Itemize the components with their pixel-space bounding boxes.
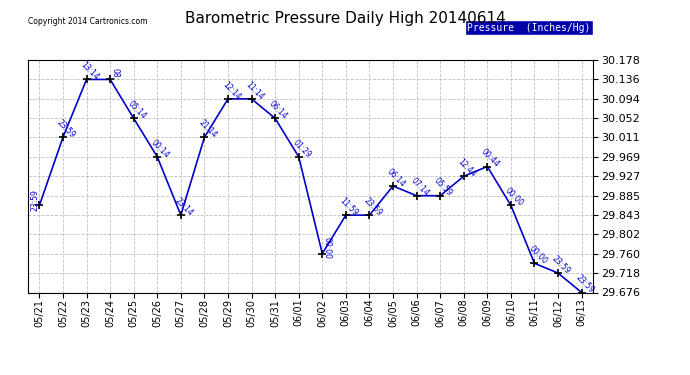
Text: 11:59: 11:59 [338, 196, 360, 218]
Text: 07:14: 07:14 [409, 177, 431, 198]
Text: 05:59: 05:59 [433, 177, 454, 198]
Text: 12:14: 12:14 [220, 80, 242, 101]
Text: 11:14: 11:14 [244, 80, 266, 101]
Text: 12:44: 12:44 [456, 157, 477, 179]
Text: 00:00: 00:00 [526, 244, 549, 266]
Text: 00:44: 00:44 [480, 147, 502, 169]
Text: Barometric Pressure Daily High 20140614: Barometric Pressure Daily High 20140614 [185, 11, 505, 26]
Text: 05:14: 05:14 [126, 99, 148, 121]
Text: Copyright 2014 Cartronics.com: Copyright 2014 Cartronics.com [28, 17, 147, 26]
Text: 08:: 08: [110, 68, 119, 80]
Text: 00:00: 00:00 [503, 186, 525, 208]
Text: 06:14: 06:14 [385, 167, 407, 189]
Text: 23:59: 23:59 [574, 273, 595, 295]
Text: 23:59: 23:59 [30, 189, 39, 211]
Text: 21:14: 21:14 [197, 118, 219, 140]
Text: 23:59: 23:59 [55, 118, 77, 140]
Text: Pressure  (Inches/Hg): Pressure (Inches/Hg) [467, 23, 591, 33]
Text: 00:14: 00:14 [150, 138, 171, 159]
Text: 23:59: 23:59 [362, 196, 384, 218]
Text: 13:14: 13:14 [79, 60, 101, 82]
Text: 00:00: 00:00 [322, 237, 331, 260]
Text: 06:14: 06:14 [268, 99, 289, 121]
Text: 01:29: 01:29 [291, 138, 313, 159]
Text: 23:14: 23:14 [173, 196, 195, 218]
Text: 23:59: 23:59 [551, 254, 572, 276]
